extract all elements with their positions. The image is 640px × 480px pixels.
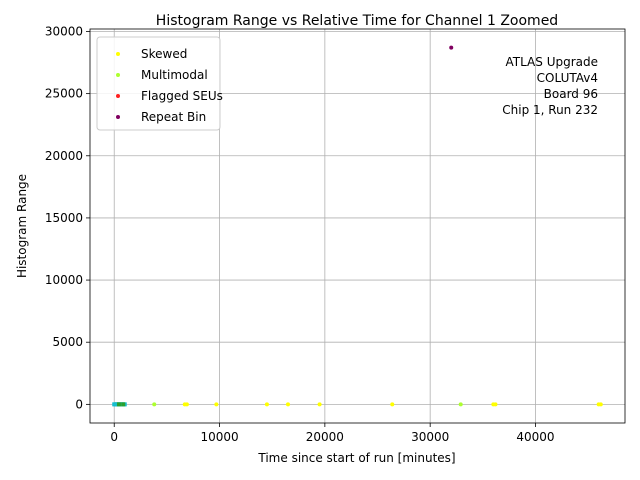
data-point — [264, 402, 269, 407]
data-point — [184, 402, 189, 407]
data-point — [152, 402, 157, 407]
legend-entry: Multimodal — [141, 68, 208, 82]
data-point — [598, 402, 603, 407]
y-tick-label: 25000 — [45, 87, 83, 101]
x-tick-label: 30000 — [411, 430, 449, 444]
annotation-line: Board 96 — [544, 87, 598, 101]
y-tick-label: 30000 — [45, 24, 83, 38]
y-tick-label: 15000 — [45, 211, 83, 225]
annotation-box: ATLAS Upgrade COLUTAv4 Board 96 Chip 1, Run… — [502, 55, 598, 117]
annotation-line: COLUTAv4 — [537, 71, 598, 85]
y-tick-label: 10000 — [45, 273, 83, 287]
y-tick-label: 20000 — [45, 149, 83, 163]
plot-frame — [89, 28, 626, 424]
legend-frame — [96, 36, 221, 131]
series-5 — [116, 402, 126, 407]
data-point — [214, 402, 219, 407]
x-axis-label: Time since start of run [minutes] — [257, 451, 455, 465]
data-point — [458, 402, 463, 407]
legend-entry: Skewed — [141, 47, 187, 61]
annotation-line: ATLAS Upgrade — [505, 55, 598, 69]
data-point — [116, 402, 121, 407]
data-point — [449, 45, 454, 50]
annotation-line: Chip 1, Run 232 — [502, 103, 598, 117]
data-point — [390, 402, 395, 407]
y-tick-label: 0 — [75, 397, 83, 411]
legend-marker — [116, 94, 120, 98]
data-point — [493, 402, 498, 407]
grid — [90, 29, 625, 423]
chart-title: Histogram Range vs Relative Time for Cha… — [156, 13, 558, 29]
x-axis-ticks: 0 10000 20000 30000 40000 — [110, 423, 555, 444]
legend: Skewed Multimodal Flagged SEUs Repeat Bin — [96, 36, 223, 131]
legend-entry: Repeat Bin — [141, 110, 206, 124]
legend-marker — [116, 52, 120, 56]
y-axis-ticks: 0 5000 10000 15000 20000 25000 30000 — [45, 24, 90, 411]
x-tick-label: 20000 — [306, 430, 344, 444]
data-point — [317, 402, 322, 407]
data-point — [121, 402, 126, 407]
y-tick-label: 5000 — [52, 335, 83, 349]
x-tick-label: 10000 — [200, 430, 238, 444]
legend-marker — [116, 73, 120, 77]
x-tick-label: 0 — [110, 430, 118, 444]
y-axis-label: Histogram Range — [15, 174, 29, 278]
legend-entry: Flagged SEUs — [141, 89, 223, 103]
data-point — [285, 402, 290, 407]
legend-marker — [116, 115, 120, 119]
series-3 — [449, 45, 454, 50]
data-marks — [112, 45, 603, 407]
x-tick-label: 40000 — [516, 430, 554, 444]
